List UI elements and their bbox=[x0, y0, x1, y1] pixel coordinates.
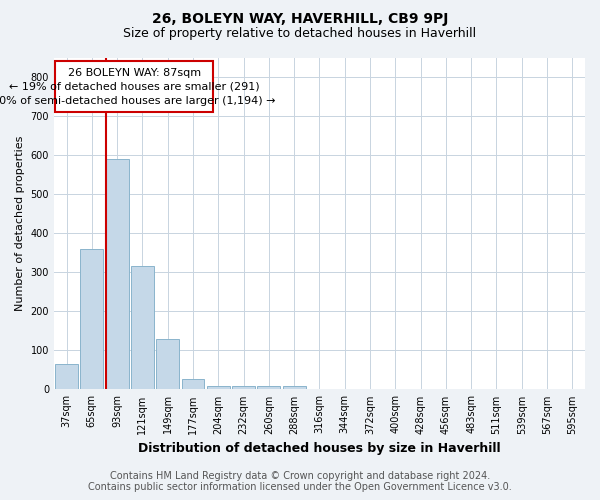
Bar bbox=[182, 379, 205, 390]
Bar bbox=[80, 249, 103, 390]
Bar bbox=[257, 386, 280, 390]
Bar bbox=[55, 364, 78, 390]
Text: Size of property relative to detached houses in Haverhill: Size of property relative to detached ho… bbox=[124, 28, 476, 40]
Text: 26 BOLEYN WAY: 87sqm
← 19% of detached houses are smaller (291)
80% of semi-deta: 26 BOLEYN WAY: 87sqm ← 19% of detached h… bbox=[0, 68, 276, 106]
Bar bbox=[106, 159, 128, 390]
Text: Contains HM Land Registry data © Crown copyright and database right 2024.
Contai: Contains HM Land Registry data © Crown c… bbox=[88, 471, 512, 492]
FancyBboxPatch shape bbox=[55, 62, 213, 112]
Text: 26, BOLEYN WAY, HAVERHILL, CB9 9PJ: 26, BOLEYN WAY, HAVERHILL, CB9 9PJ bbox=[152, 12, 448, 26]
Bar bbox=[283, 386, 305, 390]
Bar bbox=[131, 266, 154, 390]
Bar bbox=[207, 386, 230, 390]
X-axis label: Distribution of detached houses by size in Haverhill: Distribution of detached houses by size … bbox=[138, 442, 501, 455]
Y-axis label: Number of detached properties: Number of detached properties bbox=[15, 136, 25, 311]
Bar bbox=[232, 386, 255, 390]
Bar bbox=[157, 338, 179, 390]
